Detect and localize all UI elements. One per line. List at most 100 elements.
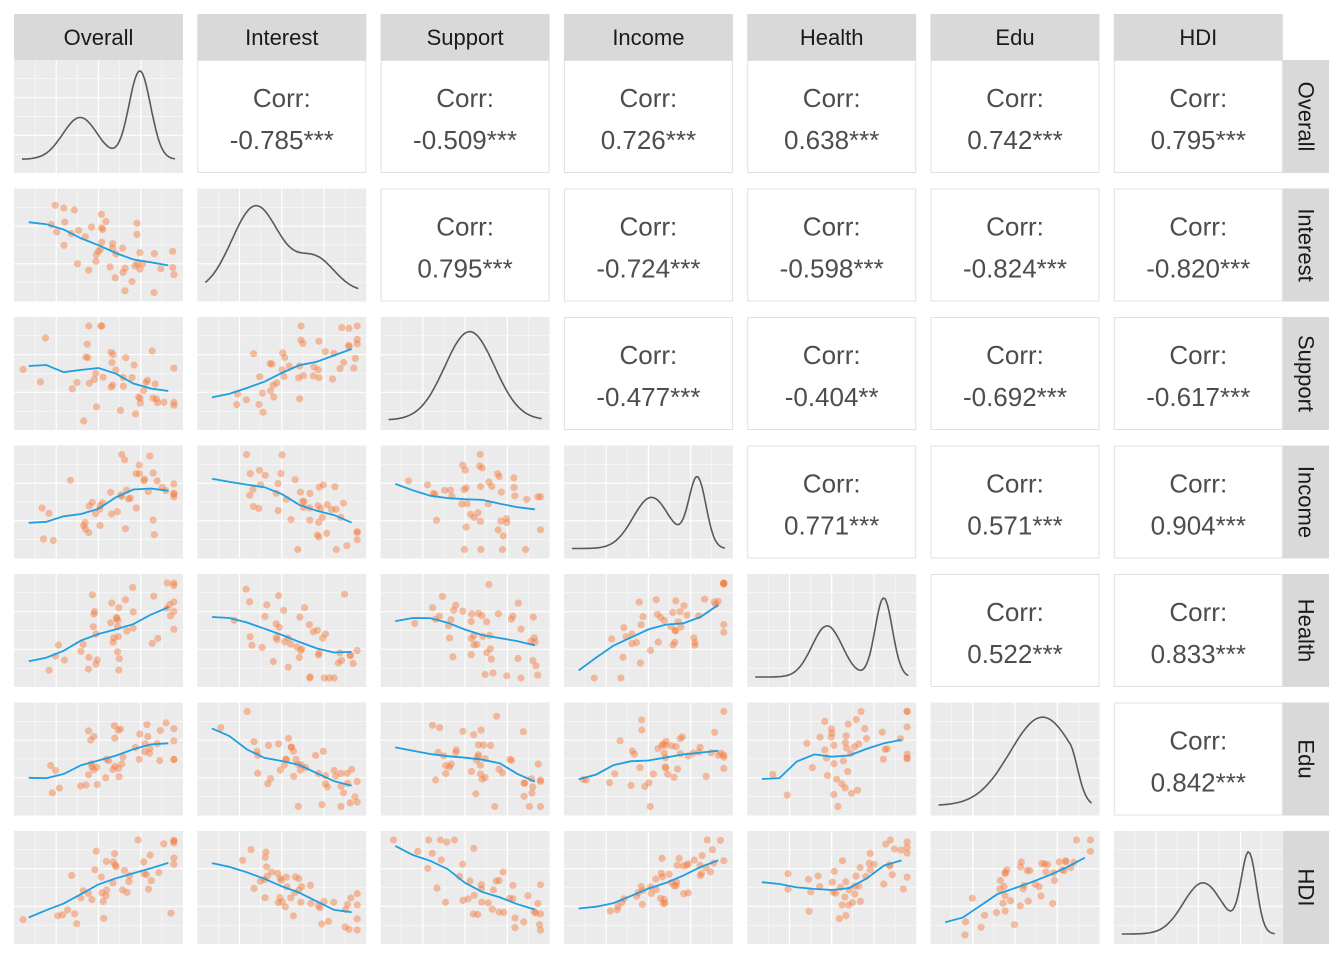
data-point xyxy=(68,871,76,880)
smooth-line xyxy=(211,862,352,914)
data-point xyxy=(124,495,132,503)
data-point xyxy=(903,838,911,846)
data-point xyxy=(525,802,534,811)
data-point xyxy=(246,470,254,478)
data-point xyxy=(347,894,355,902)
panel-edu-edu xyxy=(930,702,1100,816)
data-point xyxy=(1038,859,1046,868)
data-point xyxy=(477,770,485,778)
row-label: Edu xyxy=(1294,739,1319,778)
panel-interest-health: Corr: -0.598*** xyxy=(747,188,917,302)
data-point xyxy=(269,381,277,389)
panel-overall-support: Corr: -0.509*** xyxy=(380,60,550,173)
data-point xyxy=(299,372,307,380)
data-point xyxy=(478,464,486,472)
data-point xyxy=(151,380,159,388)
row-strip-edu: Edu xyxy=(1283,702,1329,816)
corr-label: Corr: xyxy=(986,597,1044,627)
data-point xyxy=(903,755,911,763)
data-point xyxy=(888,871,896,879)
data-point xyxy=(509,881,517,890)
panel-hdi-support xyxy=(380,831,550,944)
data-point xyxy=(109,240,117,248)
data-point xyxy=(661,899,669,907)
data-point xyxy=(1086,836,1094,844)
data-point xyxy=(499,868,507,876)
data-point xyxy=(429,604,437,612)
column-strip-edu: Edu xyxy=(930,14,1100,60)
data-point xyxy=(79,640,87,648)
data-point xyxy=(510,483,518,491)
data-point xyxy=(156,726,164,735)
data-point xyxy=(325,674,333,682)
row-strip-interest: Interest xyxy=(1283,188,1329,302)
data-point xyxy=(295,875,303,883)
data-point xyxy=(276,894,284,902)
data-point xyxy=(291,476,299,484)
data-point xyxy=(155,868,163,877)
row-label: Interest xyxy=(1294,208,1319,281)
corr-value: -0.477*** xyxy=(596,382,700,412)
data-point xyxy=(1026,867,1034,875)
data-point xyxy=(169,247,177,255)
data-point xyxy=(140,858,148,866)
data-point xyxy=(135,393,143,401)
smooth-line xyxy=(28,742,169,780)
data-point xyxy=(660,616,668,625)
data-point xyxy=(133,219,141,227)
data-point xyxy=(484,899,492,907)
data-point xyxy=(247,846,255,854)
data-point xyxy=(85,322,93,330)
corr-label: Corr: xyxy=(986,469,1044,499)
column-strip-overall: Overall xyxy=(14,14,183,60)
data-point xyxy=(459,607,467,615)
data-point xyxy=(606,907,614,915)
data-point xyxy=(274,899,282,907)
data-point xyxy=(55,784,64,792)
data-point xyxy=(821,717,829,726)
data-point xyxy=(153,477,161,485)
data-point xyxy=(92,660,100,668)
data-point xyxy=(102,774,110,782)
data-point xyxy=(66,476,75,484)
data-point xyxy=(306,674,314,682)
data-point xyxy=(125,878,133,886)
data-point xyxy=(261,853,269,861)
data-point xyxy=(82,353,90,361)
data-point xyxy=(330,898,338,906)
data-point xyxy=(315,483,323,491)
row-strip-support: Support xyxy=(1283,317,1329,430)
data-point xyxy=(808,764,817,772)
data-point xyxy=(1049,900,1057,908)
data-point xyxy=(297,646,305,655)
data-point xyxy=(405,477,413,485)
data-point xyxy=(676,608,684,616)
data-point xyxy=(115,604,123,612)
data-point xyxy=(88,896,96,904)
data-point xyxy=(330,674,338,682)
data-point xyxy=(903,750,911,758)
data-point xyxy=(93,656,101,664)
data-point xyxy=(668,742,676,750)
data-point xyxy=(353,335,361,343)
data-point xyxy=(720,580,728,588)
data-point xyxy=(290,772,298,781)
data-point xyxy=(830,790,838,799)
data-point xyxy=(691,638,699,647)
data-point xyxy=(720,621,728,629)
data-point xyxy=(298,645,306,653)
panel-interest-hdi: Corr: -0.820*** xyxy=(1113,188,1283,302)
data-point xyxy=(345,324,353,332)
data-point xyxy=(99,373,107,381)
data-point xyxy=(968,894,976,902)
data-point xyxy=(1086,847,1094,855)
data-point xyxy=(54,641,63,649)
data-point xyxy=(337,769,345,778)
data-point xyxy=(432,776,440,784)
data-point xyxy=(511,924,519,932)
column-label: Health xyxy=(800,25,864,50)
data-point xyxy=(436,724,444,732)
data-point xyxy=(498,769,506,777)
data-point xyxy=(277,876,285,885)
data-point xyxy=(93,763,101,771)
